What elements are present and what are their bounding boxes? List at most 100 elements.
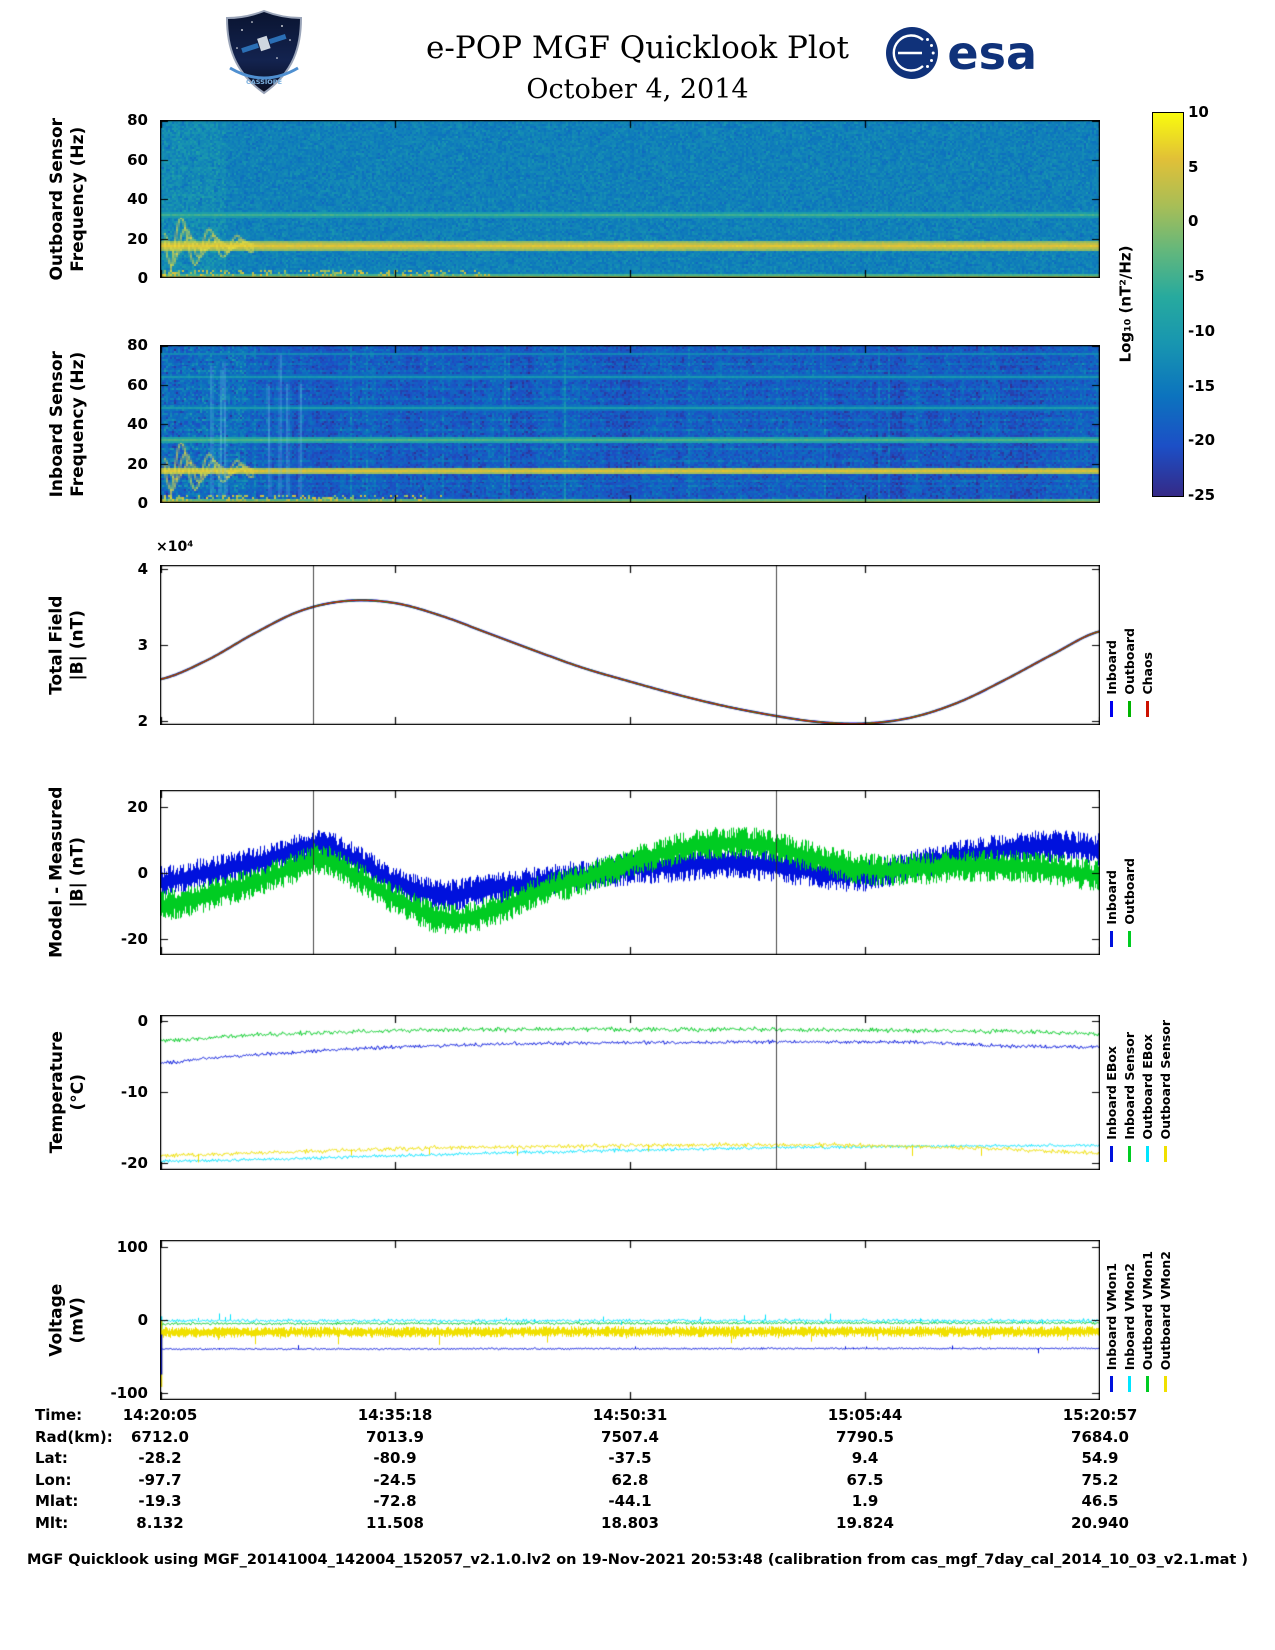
y-axis-label-line1: Total Field: [46, 595, 67, 695]
legend-entry: Inboard: [1104, 565, 1119, 725]
y-tick-label: 40: [127, 415, 148, 433]
y-axis-label-line2: |B| (nT): [68, 837, 88, 908]
colorbar-tick-label: 5: [1188, 157, 1199, 176]
y-tick-label: 4: [137, 559, 148, 578]
legend-entry: Chaos: [1140, 565, 1155, 725]
inboard-spectrogram-canvas: [160, 345, 1100, 503]
panel-inboard-spectrogram: Inboard Sensor Frequency (Hz) 0 20 40 60 80: [47, 336, 1100, 512]
legend-entry: Inboard VMon1: [1104, 1240, 1119, 1400]
voltage-canvas: [160, 1240, 1100, 1400]
legend-label: Inboard VMon1: [1104, 1262, 1119, 1370]
legend-label: Inboard: [1104, 870, 1119, 925]
legend-color-mark: [1110, 1146, 1113, 1162]
satellite-icon: [241, 34, 287, 54]
ephemeris-value: 14:20:05: [122, 1406, 198, 1424]
y-tick-label: -20: [120, 1153, 148, 1172]
ephemeris-value: -37.5: [608, 1449, 652, 1467]
y-tick-label: 0: [137, 1311, 148, 1329]
y-tick-labels: 100 0 -100: [102, 1238, 154, 1401]
plot-date: October 4, 2014: [526, 74, 749, 105]
legend-label: Outboard EBox: [1140, 1034, 1155, 1140]
y-tick-label: 0: [137, 863, 148, 882]
panel-total-field: ×10⁴ Total Field |B| (nT) 2 3 4 Inboard Out…: [47, 539, 1155, 730]
y-tick-label: 80: [127, 336, 148, 354]
y-axis-label: Total Field |B| (nT): [38, 565, 98, 725]
ephemeris-row: Lon: -97.7 -24.5 62.8 67.5 75.2: [0, 1471, 1275, 1493]
legend-entry: Outboard: [1122, 790, 1137, 955]
model-measured-canvas: [160, 790, 1100, 955]
y-tick-label: 80: [127, 111, 148, 129]
legend-entry: Outboard VMon1: [1140, 1240, 1155, 1400]
y-axis-label: Inboard Sensor Frequency (Hz): [38, 345, 98, 503]
legend-color-mark: [1164, 1146, 1167, 1162]
colorbar-tick-label: -5: [1188, 267, 1205, 286]
ephemeris-table: Time: 14:20:05 14:35:18 14:50:31 15:05:44 15:…: [0, 1406, 1275, 1535]
ephemeris-row-label: Rad(km):: [35, 1427, 113, 1446]
mission-name-label: CASSIOPE: [246, 78, 282, 86]
y-tick-label: -10: [120, 1082, 148, 1101]
legend-label: Outboard VMon2: [1158, 1250, 1173, 1370]
ephemeris-value: 15:20:57: [1062, 1406, 1138, 1424]
y-tick-label: 2: [137, 712, 148, 731]
legend: Inboard Outboard: [1104, 790, 1137, 955]
y-tick-label: 40: [127, 190, 148, 208]
y-tick-labels: 0 -10 -20: [102, 1012, 154, 1172]
legend-color-mark: [1110, 1376, 1113, 1392]
ephemeris-value: 46.5: [1081, 1492, 1119, 1510]
ephemeris-value: 7507.4: [601, 1427, 659, 1446]
y-tick-labels: -20 0 20: [102, 790, 154, 955]
esa-logo: esa: [885, 26, 1037, 80]
y-axis-label-line2: Frequency (Hz): [68, 126, 88, 272]
plot-title: e-POP MGF Quicklook Plot October 4, 2014: [0, 30, 1275, 105]
earth-limb-arc: [229, 66, 299, 80]
total-field-canvas: [160, 565, 1100, 725]
legend: Inboard Outboard Chaos: [1104, 565, 1155, 725]
y-tick-label: -20: [120, 929, 148, 948]
y-tick-label: 60: [127, 375, 148, 394]
legend-entry: Inboard Sensor: [1122, 1015, 1137, 1170]
legend-label: Outboard: [1122, 628, 1137, 695]
ephemeris-row-label: Mlat:: [35, 1492, 79, 1510]
colorbar-label-wrap: Log₁₀ (nT²/Hz): [1104, 112, 1146, 495]
ephemeris-row: Mlt: 8.132 11.508 18.803 19.824 20.940: [0, 1514, 1275, 1536]
ephemeris-value: 7790.5: [836, 1427, 894, 1446]
ephemeris-value: -97.7: [138, 1470, 182, 1489]
legend-label: Outboard VMon1: [1140, 1250, 1155, 1370]
ephemeris-row-label: Mlt:: [35, 1513, 69, 1532]
legend-entry: Outboard: [1122, 565, 1137, 725]
legend-label: Outboard: [1122, 858, 1137, 925]
legend-entry: Outboard Sensor: [1158, 1015, 1173, 1170]
y-axis-label: Model - Measured |B| (nT): [38, 786, 98, 959]
ephemeris-value: 75.2: [1081, 1470, 1119, 1489]
ephemeris-value: -44.1: [608, 1492, 652, 1510]
legend-entry: Outboard EBox: [1140, 1015, 1155, 1170]
ephemeris-value: 19.824: [836, 1513, 894, 1532]
ephemeris-value: 62.8: [611, 1470, 649, 1489]
y-tick-label: 20: [127, 229, 148, 248]
y-axis-label-line2: (°C): [68, 1074, 88, 1111]
esa-wordmark: esa: [947, 26, 1037, 80]
legend: Inboard EBox Inboard Sensor Outboard EBox O…: [1104, 1015, 1173, 1170]
y-tick-labels: 0 20 40 60 80: [102, 111, 154, 287]
y-tick-label: 0: [137, 494, 148, 512]
legend-label: Inboard EBox: [1104, 1046, 1119, 1140]
legend-color-mark: [1128, 701, 1131, 717]
ephemeris-value: 7684.0: [1071, 1427, 1129, 1446]
ephemeris-value: 67.5: [846, 1470, 884, 1489]
cassiope-shield: CASSIOPE: [225, 9, 303, 95]
colorbar-label: Log₁₀ (nT²/Hz): [1116, 245, 1135, 362]
colorbar-tick-label: -25: [1188, 486, 1216, 504]
legend-color-mark: [1128, 931, 1131, 947]
y-axis-label: Voltage (mV): [38, 1240, 98, 1400]
y-axis-label-line1: Model - Measured: [46, 786, 67, 959]
colorbar-tick-label: -20: [1188, 431, 1216, 450]
ephemeris-value: 11.508: [366, 1513, 424, 1532]
y-axis-label-line1: Temperature: [46, 1031, 67, 1154]
panel-temperature: Temperature (°C) 0 -10 -20 Inboard EBox Inb…: [47, 1012, 1173, 1172]
colorbar-tick-label: 0: [1188, 212, 1199, 231]
ephemeris-value: 14:35:18: [357, 1406, 433, 1424]
y-tick-label: 60: [127, 150, 148, 169]
legend-label: Inboard: [1104, 640, 1119, 695]
ephemeris-row: Lat: -28.2 -80.9 -37.5 9.4 54.9: [0, 1449, 1275, 1471]
